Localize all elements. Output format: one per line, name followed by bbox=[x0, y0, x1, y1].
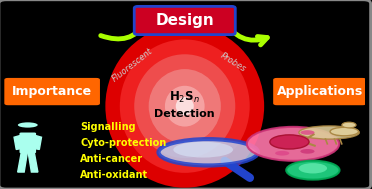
Polygon shape bbox=[28, 152, 38, 172]
FancyBboxPatch shape bbox=[4, 78, 100, 105]
Text: Detection: Detection bbox=[154, 109, 215, 119]
Ellipse shape bbox=[286, 161, 340, 180]
Ellipse shape bbox=[120, 40, 250, 173]
Ellipse shape bbox=[275, 151, 289, 156]
Text: Signalling: Signalling bbox=[80, 122, 136, 132]
Ellipse shape bbox=[270, 135, 309, 149]
FancyBboxPatch shape bbox=[134, 6, 235, 35]
Ellipse shape bbox=[247, 127, 339, 161]
FancyArrowPatch shape bbox=[222, 18, 267, 45]
FancyArrowPatch shape bbox=[101, 23, 145, 39]
Ellipse shape bbox=[176, 97, 194, 115]
Text: Cyto-protection: Cyto-protection bbox=[80, 138, 166, 148]
Ellipse shape bbox=[342, 122, 356, 128]
Text: Applications: Applications bbox=[277, 85, 363, 98]
FancyBboxPatch shape bbox=[19, 132, 36, 153]
Text: Importance: Importance bbox=[12, 85, 92, 98]
Text: Design: Design bbox=[155, 13, 214, 28]
Ellipse shape bbox=[299, 126, 359, 139]
Text: Probes: Probes bbox=[219, 51, 248, 74]
FancyBboxPatch shape bbox=[273, 78, 366, 105]
Ellipse shape bbox=[158, 139, 258, 165]
Text: Fluorescent: Fluorescent bbox=[110, 46, 154, 83]
Polygon shape bbox=[18, 152, 28, 172]
Text: H$_2$S$_n$: H$_2$S$_n$ bbox=[169, 90, 200, 105]
Ellipse shape bbox=[330, 127, 359, 136]
Ellipse shape bbox=[173, 142, 233, 158]
Ellipse shape bbox=[134, 54, 235, 158]
Polygon shape bbox=[34, 135, 42, 149]
Text: Anti-oxidant: Anti-oxidant bbox=[80, 170, 148, 180]
Ellipse shape bbox=[299, 163, 327, 174]
Text: Anti-cancer: Anti-cancer bbox=[80, 154, 143, 164]
Ellipse shape bbox=[149, 69, 221, 143]
Ellipse shape bbox=[18, 122, 38, 128]
Ellipse shape bbox=[165, 86, 205, 127]
Ellipse shape bbox=[300, 130, 315, 135]
Ellipse shape bbox=[300, 149, 315, 154]
Polygon shape bbox=[14, 135, 21, 149]
Ellipse shape bbox=[105, 25, 264, 188]
